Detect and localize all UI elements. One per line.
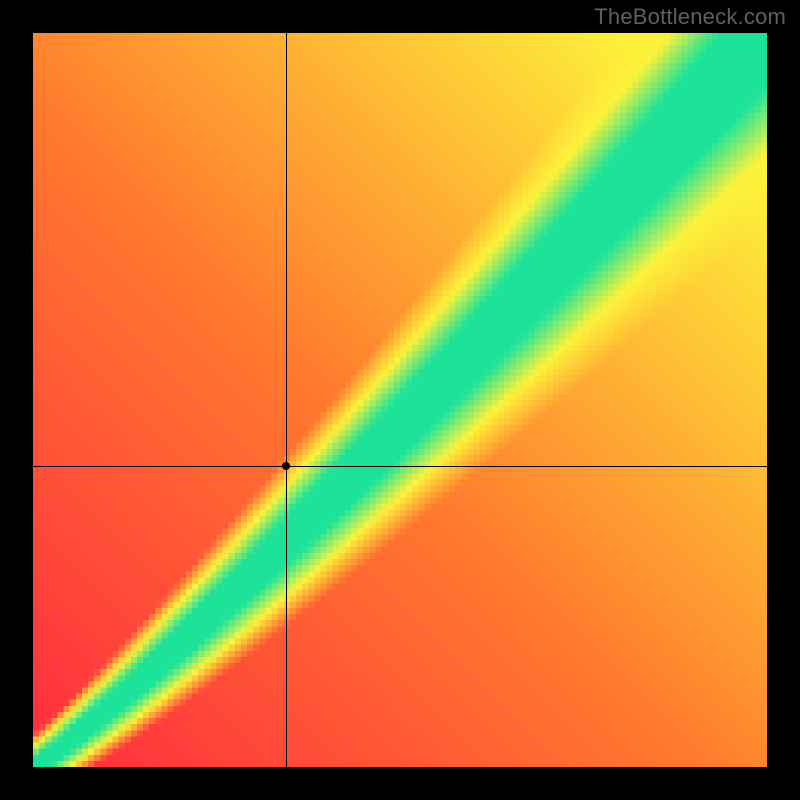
watermark-text: TheBottleneck.com xyxy=(594,4,786,30)
plot-area xyxy=(33,33,767,767)
crosshair-vertical xyxy=(286,33,287,767)
marker-dot xyxy=(282,462,290,470)
chart-container: TheBottleneck.com xyxy=(0,0,800,800)
crosshair-horizontal xyxy=(33,466,767,467)
heatmap-canvas xyxy=(33,33,767,767)
